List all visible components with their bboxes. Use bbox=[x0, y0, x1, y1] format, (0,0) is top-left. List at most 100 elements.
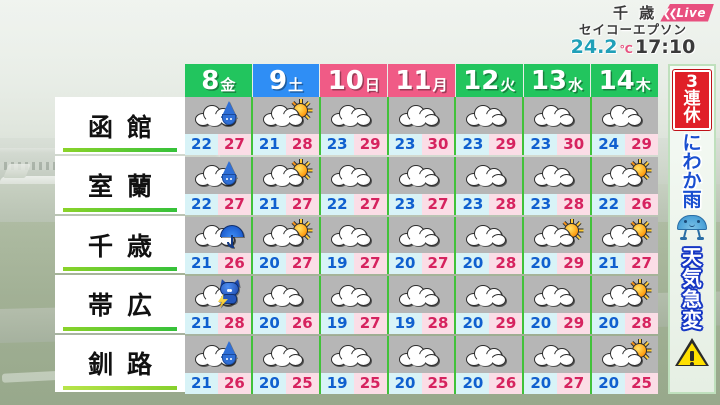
max-temperature: 29 bbox=[557, 313, 591, 335]
weather-cell[interactable] bbox=[321, 216, 389, 254]
weather-icon-cloud-sun bbox=[598, 338, 652, 372]
forecast-row: 21 26 20 25 19 25 20 25 20 26 20 27 20 25 bbox=[185, 336, 659, 394]
weather-cell[interactable] bbox=[524, 336, 593, 373]
temperature-cell: 23 29 bbox=[456, 133, 525, 155]
cloud-shape bbox=[330, 284, 371, 306]
weather-cell[interactable] bbox=[592, 217, 658, 254]
weather-cell[interactable] bbox=[456, 276, 525, 314]
date-header-13[interactable]: 13 水 bbox=[523, 64, 591, 97]
weather-cell[interactable] bbox=[185, 276, 253, 314]
day-of-week: 水 bbox=[568, 75, 584, 94]
cloud-shape bbox=[398, 344, 439, 366]
weather-cell[interactable] bbox=[456, 156, 525, 194]
weather-icon-cloud bbox=[327, 158, 381, 192]
temperature-cell: 20 27 bbox=[524, 372, 593, 394]
day-of-week: 金 bbox=[220, 75, 236, 94]
rain-character-icon bbox=[219, 340, 241, 367]
weather-cell[interactable] bbox=[524, 97, 593, 134]
max-temperature: 28 bbox=[285, 133, 319, 155]
weather-cell[interactable] bbox=[321, 156, 389, 194]
weather-cell[interactable] bbox=[253, 97, 321, 134]
weather-icon-row bbox=[185, 216, 658, 254]
min-temperature: 20 bbox=[252, 313, 286, 335]
temperature-unit: ℃ bbox=[619, 43, 633, 56]
weather-icon-cloud bbox=[259, 338, 313, 372]
weather-icon-cloud-sun bbox=[598, 218, 652, 252]
temperature-cell: 20 25 bbox=[388, 372, 457, 394]
weather-icon-cloud bbox=[462, 278, 516, 312]
weather-cell[interactable] bbox=[592, 276, 658, 313]
rain-character-icon bbox=[219, 161, 241, 187]
city-name-cell[interactable]: 釧路 bbox=[55, 334, 185, 393]
weather-cell[interactable] bbox=[253, 156, 321, 194]
change-char: 天 bbox=[682, 245, 702, 269]
max-temperature: 28 bbox=[489, 193, 523, 215]
weather-cell[interactable] bbox=[253, 216, 321, 254]
sponsor-label: セイコーエプソン bbox=[578, 22, 687, 37]
weather-cell[interactable] bbox=[389, 276, 457, 314]
cloud-shape bbox=[602, 284, 643, 306]
max-temperature: 27 bbox=[285, 193, 319, 215]
min-temperature: 19 bbox=[320, 253, 354, 275]
weather-cell[interactable] bbox=[524, 156, 593, 194]
weather-cell[interactable] bbox=[185, 97, 253, 134]
temperature-cell: 21 27 bbox=[592, 253, 659, 275]
date-header-12[interactable]: 12 火 bbox=[455, 64, 523, 97]
temperature-cell: 19 25 bbox=[320, 372, 389, 394]
date-number: 14 bbox=[598, 65, 635, 96]
date-header-10[interactable]: 10 日 bbox=[320, 64, 388, 97]
weather-cell[interactable] bbox=[524, 216, 593, 254]
temperature-cell: 22 26 bbox=[592, 193, 659, 215]
weather-icon-cloud-rain bbox=[191, 338, 245, 372]
min-temperature: 21 bbox=[252, 193, 286, 215]
city-name-cell[interactable]: 千歳 bbox=[55, 215, 185, 274]
temperature-cell: 20 28 bbox=[592, 313, 659, 335]
weather-cell[interactable] bbox=[592, 336, 658, 373]
city-name-cell[interactable]: 帯広 bbox=[55, 275, 185, 333]
min-temperature: 20 bbox=[524, 253, 558, 275]
city-name-cell[interactable]: 函館 bbox=[55, 97, 185, 155]
weather-cell[interactable] bbox=[321, 336, 389, 373]
weather-cell[interactable] bbox=[456, 336, 525, 373]
weather-cell[interactable] bbox=[321, 97, 389, 134]
weather-icon-cloud bbox=[327, 338, 381, 372]
weather-cell[interactable] bbox=[389, 216, 457, 254]
weather-cell[interactable] bbox=[456, 97, 525, 134]
weather-icon-cloud bbox=[462, 158, 516, 192]
weather-cell[interactable] bbox=[253, 336, 321, 373]
min-temperature: 20 bbox=[592, 313, 626, 335]
weather-cell[interactable] bbox=[253, 276, 321, 314]
max-temperature: 27 bbox=[557, 372, 591, 394]
city-name-column: 函館 室蘭 千歳 帯広 釧路 bbox=[55, 64, 185, 394]
weather-icon-cloud bbox=[395, 218, 449, 252]
date-header-11[interactable]: 11 月 bbox=[388, 64, 455, 97]
city-name-cell[interactable]: 室蘭 bbox=[55, 156, 185, 214]
weather-cell[interactable] bbox=[389, 336, 457, 373]
weather-cell[interactable] bbox=[185, 216, 253, 254]
weather-cell[interactable] bbox=[592, 97, 658, 134]
forecast-body: 22 27 21 28 23 29 23 30 23 29 23 30 24 29 22 27 21 27 22 27… bbox=[185, 97, 659, 394]
weather-cell[interactable] bbox=[185, 156, 253, 194]
weather-cell[interactable] bbox=[389, 156, 457, 194]
weather-icon-row bbox=[185, 97, 658, 134]
max-temperature: 25 bbox=[421, 372, 455, 394]
weather-cell[interactable] bbox=[524, 276, 593, 314]
cloud-shape bbox=[466, 344, 507, 366]
weather-cell[interactable] bbox=[321, 276, 389, 314]
umbrella-icon bbox=[219, 223, 244, 248]
date-number: 8 bbox=[201, 65, 220, 96]
highlight-sidebar: 3 連 休 にわか雨 天気急変 bbox=[668, 64, 716, 394]
weather-cell[interactable] bbox=[592, 157, 658, 194]
temperature-row: 21 28 20 26 19 27 19 28 20 29 20 29 20 28 bbox=[185, 313, 659, 335]
date-header-14[interactable]: 14 木 bbox=[591, 64, 659, 97]
date-header-row: 8 金 9 土 10 日 11 月 12 火 13 水 14 木 bbox=[185, 64, 659, 97]
cloud-shape bbox=[534, 165, 575, 187]
weather-icon-cloud-rain bbox=[191, 158, 245, 192]
temperature-cell: 24 29 bbox=[592, 133, 659, 155]
weather-cell[interactable] bbox=[456, 216, 525, 254]
weather-cell[interactable] bbox=[185, 336, 253, 373]
temperature-row: 22 27 21 28 23 29 23 30 23 29 23 30 24 29 bbox=[185, 133, 659, 155]
weather-cell[interactable] bbox=[389, 97, 457, 134]
